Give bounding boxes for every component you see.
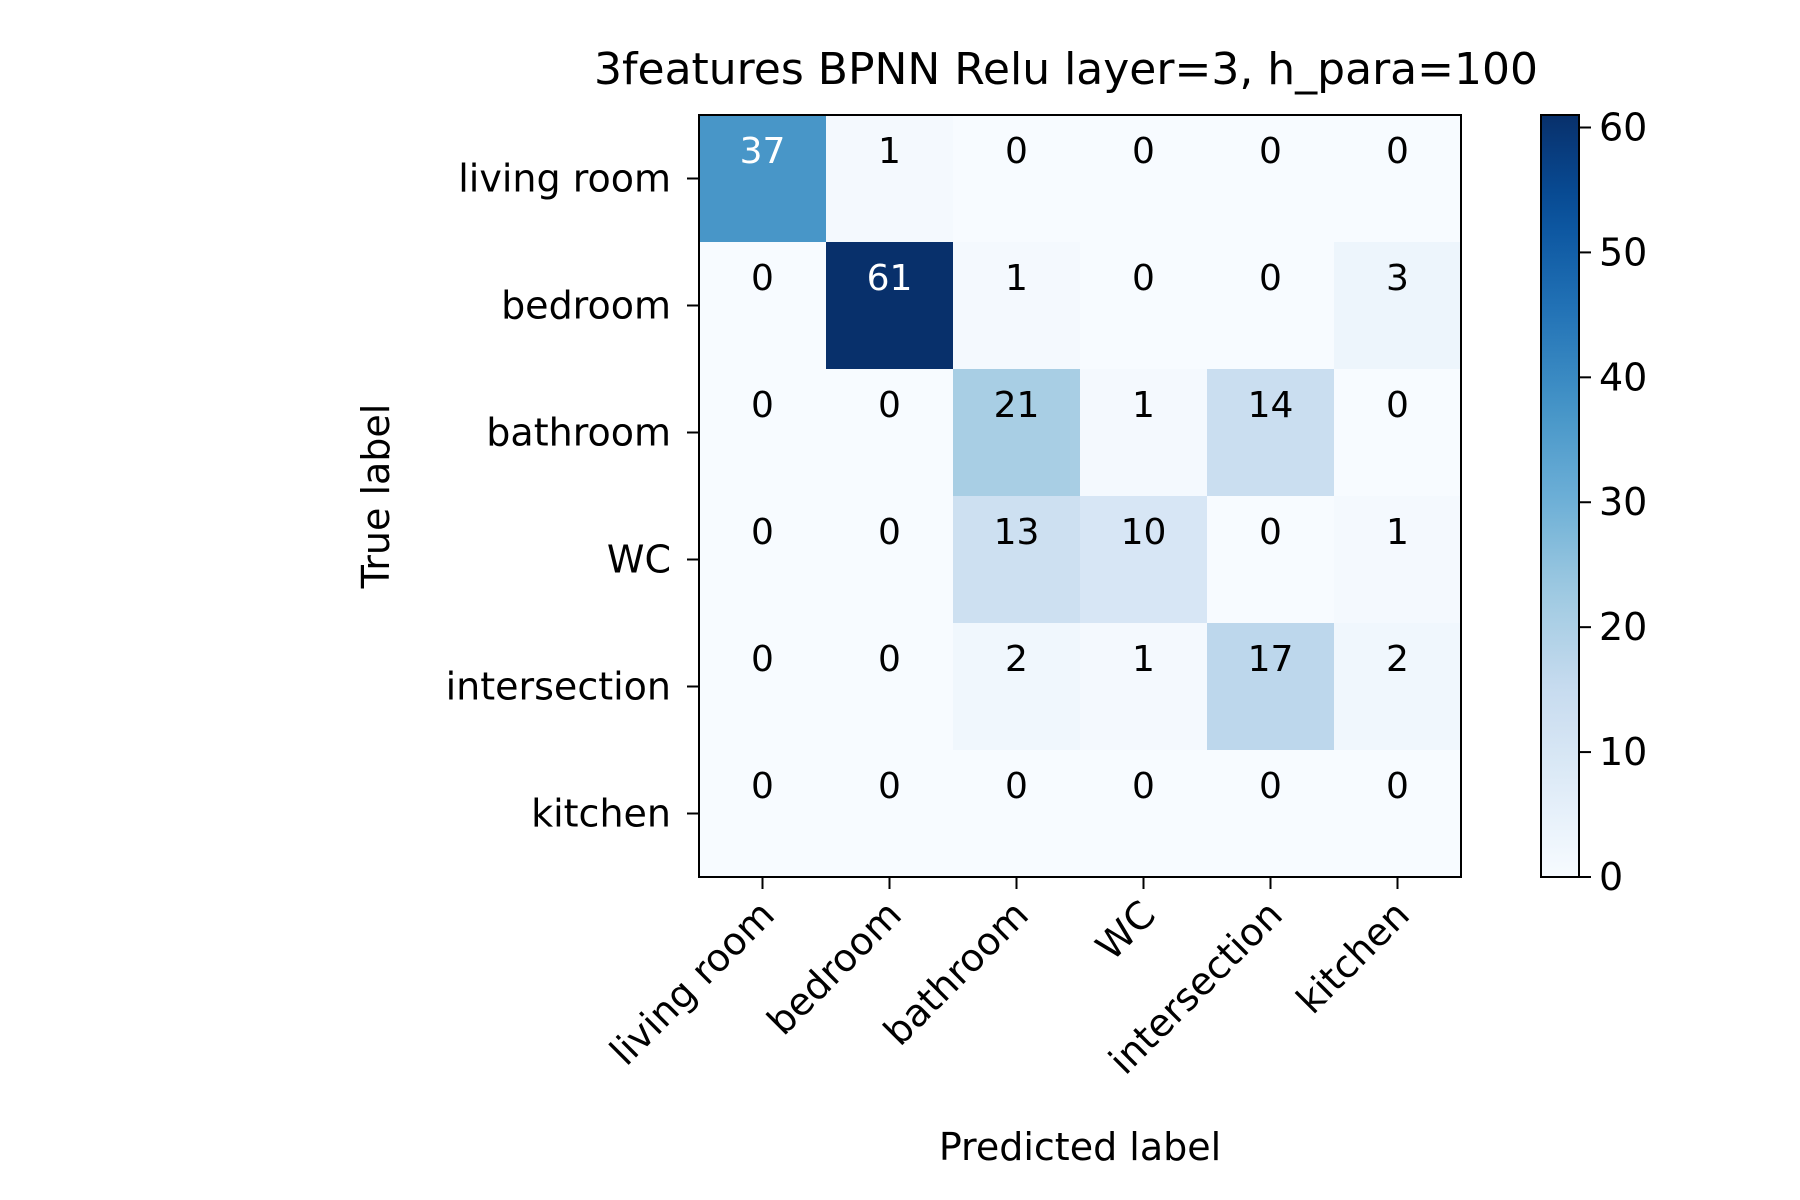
cell-value-label: 2 [1386,639,1409,680]
y-tick-label: bedroom [501,284,671,328]
cell-value-label: 0 [751,512,774,553]
cell-value-label: 0 [751,639,774,680]
cell-value-label: 0 [1259,131,1282,172]
heatmap-cell [699,623,827,751]
heatmap-cell [1207,369,1335,497]
cell-value-label: 0 [1259,512,1282,553]
heatmap-cell [1080,115,1208,243]
heatmap-cell [953,242,1081,370]
cell-value-label: 0 [751,766,774,807]
heatmap-cells [699,115,1462,878]
colorbar [1540,114,1580,878]
x-axis-label: Predicted label [939,1125,1221,1169]
heatmap-cell [1080,369,1208,497]
cell-value-label: 0 [751,258,774,299]
cell-value-label: 0 [1386,766,1409,807]
heatmap-cell [1080,496,1208,624]
cell-value-label: 14 [1248,385,1294,426]
heatmap-cell [699,242,827,370]
cell-value-label: 0 [1386,131,1409,172]
heatmap-cell [826,496,954,624]
heatmap-cell [953,750,1081,878]
heatmap-cell [1080,623,1208,751]
x-tick-label: kitchen [1288,892,1418,1022]
cell-value-label: 0 [878,766,901,807]
cell-value-label: 1 [1132,385,1155,426]
chart-title: 3features BPNN Relu layer=3, h_para=100 [594,44,1538,95]
colorbar-tick-label: 10 [1599,730,1647,774]
cell-value-label: 1 [1386,512,1409,553]
heatmap-cell [826,369,954,497]
cell-value-label: 2 [1005,639,1028,680]
cell-value-label: 10 [1121,512,1167,553]
colorbar-tick-label: 50 [1599,230,1647,274]
heatmap-cell [1207,242,1335,370]
cell-value-label: 61 [867,258,913,299]
cell-value-label: 0 [1132,258,1155,299]
cell-value-label: 17 [1248,639,1294,680]
colorbar-tick-label: 20 [1599,605,1647,649]
y-axis-ticks: living room bedroom bathroom WC intersection… [446,157,699,836]
heatmap-cell [699,369,827,497]
colorbar-ticks: 0 10 20 30 40 50 60 [1579,105,1647,899]
cell-value-label: 0 [1386,385,1409,426]
heatmap-cell [1207,115,1335,243]
heatmap-cell [1207,623,1335,751]
cell-value-label: 3 [1386,258,1409,299]
heatmap-cell [826,750,954,878]
heatmap-cell [826,242,954,370]
cell-value-label: 0 [1005,766,1028,807]
heatmap-cell [1207,496,1335,624]
cell-value-label: 0 [878,512,901,553]
cell-value-label: 0 [1259,258,1282,299]
heatmap-cell [953,369,1081,497]
y-tick-label: bathroom [486,411,671,455]
cell-value-label: 0 [1259,766,1282,807]
heatmap-cell [1080,242,1208,370]
plot-frame [698,114,1462,878]
x-tick-label: living room [601,892,783,1074]
heatmap-cell [1334,242,1462,370]
y-tick-label: living room [458,157,671,201]
cell-value-label: 37 [740,131,786,172]
y-tick-label: intersection [446,665,671,709]
cell-value-label: 0 [878,385,901,426]
cell-value-label: 1 [1005,258,1028,299]
heatmap-cell [826,115,954,243]
cell-value-label: 0 [878,639,901,680]
heatmap-cell [826,623,954,751]
cell-value-label: 1 [878,131,901,172]
y-axis-label: True label [354,404,398,590]
heatmap-cell [1334,115,1462,243]
heatmap-cell [699,115,827,243]
heatmap-cell [1334,496,1462,624]
y-tick-label: WC [607,538,671,582]
heatmap-cell [953,623,1081,751]
heatmap-cell [1334,623,1462,751]
cell-value-label: 0 [1005,131,1028,172]
heatmap-cell [1334,750,1462,878]
heatmap-cell [1334,369,1462,497]
cell-value-label: 0 [1132,131,1155,172]
heatmap-cell [699,496,827,624]
heatmap-cell [953,496,1081,624]
colorbar-tick-label: 0 [1599,855,1623,899]
heatmap-cell [699,750,827,878]
colorbar-tick-label: 30 [1599,480,1647,524]
cell-value-label: 21 [994,385,1040,426]
heatmap-cell [1207,750,1335,878]
x-tick-label: WC [1087,892,1163,968]
colorbar-tick-label: 60 [1599,105,1647,149]
cell-value-label: 0 [751,385,774,426]
cell-value-label: 0 [1132,766,1155,807]
y-tick-label: kitchen [531,792,671,836]
cell-value-labels: 37 1 0 0 0 00 61 1 0 0 30 0 21 1 14 00 0 13 10 0 10 0 2 1 17 20 0 0… [740,131,1409,807]
cell-value-label: 13 [994,512,1040,553]
cell-value-label: 1 [1132,639,1155,680]
heatmap-cell [1080,750,1208,878]
colorbar-tick-label: 40 [1599,355,1647,399]
heatmap-cell [953,115,1081,243]
